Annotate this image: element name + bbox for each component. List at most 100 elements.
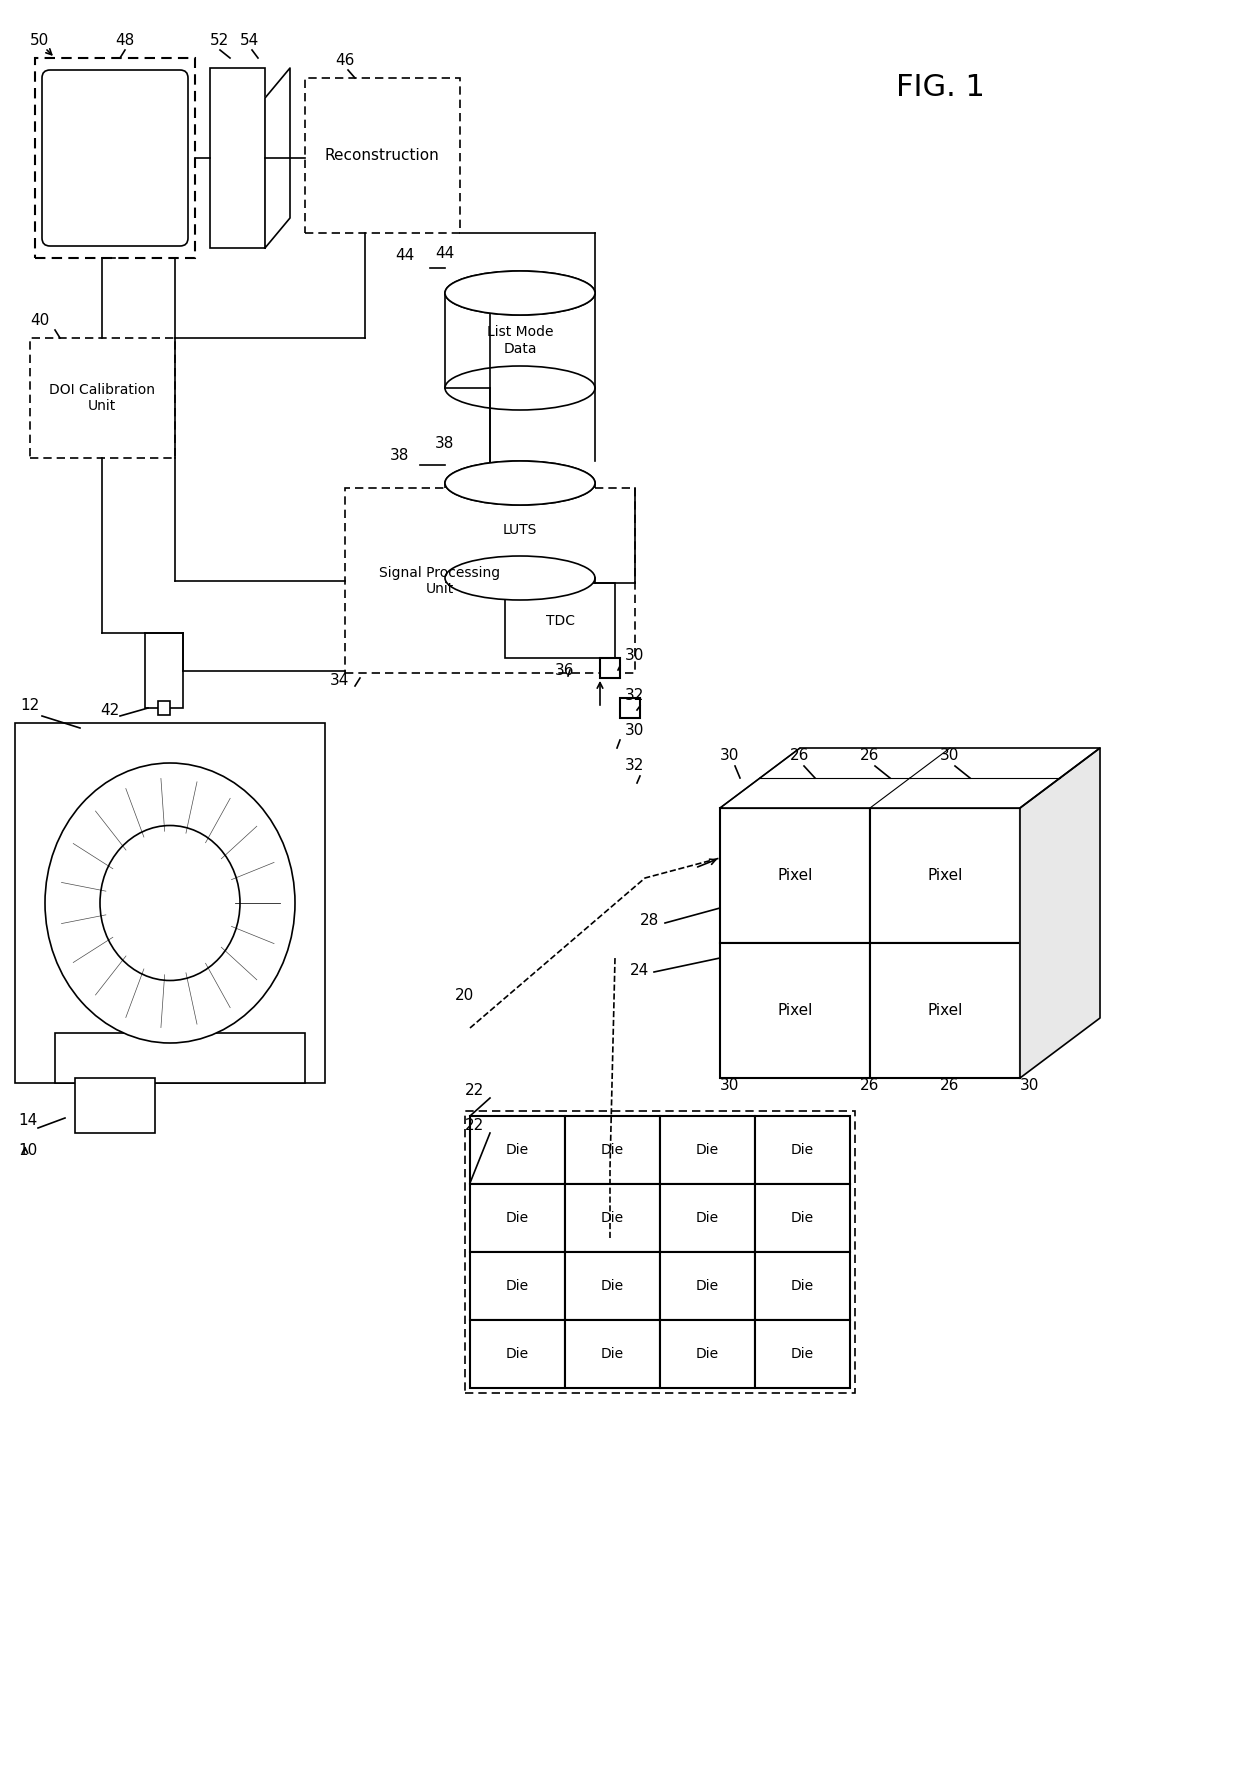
Bar xyxy=(505,583,615,658)
Ellipse shape xyxy=(100,825,241,980)
Text: 22: 22 xyxy=(465,1083,485,1099)
Bar xyxy=(470,1184,565,1252)
Text: 38: 38 xyxy=(435,436,454,452)
Text: 28: 28 xyxy=(640,912,660,928)
Bar xyxy=(345,487,635,674)
Text: 24: 24 xyxy=(630,964,650,978)
Bar xyxy=(470,1319,565,1389)
Text: 32: 32 xyxy=(625,757,645,773)
Text: 30: 30 xyxy=(625,724,645,738)
Ellipse shape xyxy=(445,270,595,315)
Bar xyxy=(660,1319,755,1389)
Text: Die: Die xyxy=(791,1143,815,1157)
Text: Die: Die xyxy=(506,1211,529,1225)
Bar xyxy=(465,1111,856,1392)
Bar xyxy=(470,1252,565,1319)
Text: Pixel: Pixel xyxy=(928,868,962,884)
Bar xyxy=(445,293,595,388)
Text: 50: 50 xyxy=(30,34,50,48)
Text: 30: 30 xyxy=(1021,1077,1039,1093)
Bar xyxy=(157,701,170,715)
FancyBboxPatch shape xyxy=(42,69,188,245)
Bar xyxy=(720,807,1021,1077)
Text: 40: 40 xyxy=(30,313,50,327)
Text: 26: 26 xyxy=(790,749,810,763)
Ellipse shape xyxy=(45,763,295,1044)
Bar xyxy=(720,807,870,942)
Text: Die: Die xyxy=(791,1348,815,1360)
Text: 30: 30 xyxy=(940,749,960,763)
Ellipse shape xyxy=(445,461,595,505)
Text: Die: Die xyxy=(506,1278,529,1293)
Bar xyxy=(15,724,325,1083)
Text: Die: Die xyxy=(601,1143,624,1157)
Bar xyxy=(620,699,640,718)
Bar xyxy=(470,1117,565,1184)
Bar xyxy=(600,658,620,677)
Bar xyxy=(305,78,460,233)
Bar xyxy=(145,633,184,708)
Text: 46: 46 xyxy=(335,53,355,68)
Text: 30: 30 xyxy=(625,647,645,663)
Text: Die: Die xyxy=(506,1348,529,1360)
Ellipse shape xyxy=(445,557,595,599)
Text: List Mode
Data: List Mode Data xyxy=(487,325,553,356)
Bar xyxy=(755,1117,849,1184)
Text: Die: Die xyxy=(791,1278,815,1293)
Bar xyxy=(755,1184,849,1252)
Text: 26: 26 xyxy=(861,749,879,763)
Text: 44: 44 xyxy=(396,247,414,263)
Text: Die: Die xyxy=(791,1211,815,1225)
Polygon shape xyxy=(265,68,290,247)
Bar xyxy=(55,1033,305,1083)
Bar xyxy=(870,942,1021,1077)
Polygon shape xyxy=(1021,749,1100,1077)
Text: DOI Calibration
Unit: DOI Calibration Unit xyxy=(50,382,155,412)
Bar xyxy=(210,68,265,247)
Text: 48: 48 xyxy=(115,34,134,48)
Text: Die: Die xyxy=(696,1348,719,1360)
Bar xyxy=(755,1252,849,1319)
Text: Pixel: Pixel xyxy=(928,1003,962,1019)
Text: Die: Die xyxy=(696,1211,719,1225)
Text: 36: 36 xyxy=(556,663,574,677)
Text: 30: 30 xyxy=(720,1077,739,1093)
Text: 26: 26 xyxy=(861,1077,879,1093)
Text: 54: 54 xyxy=(241,34,259,48)
Text: FIG. 1: FIG. 1 xyxy=(895,73,985,103)
Text: 34: 34 xyxy=(330,674,350,688)
Ellipse shape xyxy=(445,461,595,505)
Bar xyxy=(565,1252,660,1319)
Text: 30: 30 xyxy=(720,749,739,763)
Bar xyxy=(565,1184,660,1252)
Text: TDC: TDC xyxy=(546,613,574,628)
Bar xyxy=(720,942,870,1077)
Bar xyxy=(565,1117,660,1184)
Ellipse shape xyxy=(445,270,595,315)
Text: Pixel: Pixel xyxy=(777,1003,812,1019)
Text: Die: Die xyxy=(696,1278,719,1293)
Text: Signal Processing
Unit: Signal Processing Unit xyxy=(379,565,501,596)
Text: 20: 20 xyxy=(455,989,474,1003)
Polygon shape xyxy=(720,749,1100,807)
Bar xyxy=(660,1117,755,1184)
Ellipse shape xyxy=(445,366,595,411)
Bar xyxy=(445,484,595,578)
Text: 14: 14 xyxy=(19,1113,37,1127)
Bar xyxy=(30,338,175,459)
Bar xyxy=(870,807,1021,942)
Text: Die: Die xyxy=(601,1211,624,1225)
Text: 10: 10 xyxy=(19,1143,37,1157)
Bar xyxy=(660,1252,755,1319)
Text: 44: 44 xyxy=(435,245,454,261)
Text: Pixel: Pixel xyxy=(777,868,812,884)
Bar xyxy=(755,1319,849,1389)
Text: Die: Die xyxy=(696,1143,719,1157)
Text: 32: 32 xyxy=(625,688,645,702)
Text: 22: 22 xyxy=(465,1118,485,1133)
Bar xyxy=(565,1319,660,1389)
Bar xyxy=(35,59,195,258)
Text: 26: 26 xyxy=(940,1077,960,1093)
Text: Die: Die xyxy=(601,1348,624,1360)
Bar xyxy=(660,1184,755,1252)
